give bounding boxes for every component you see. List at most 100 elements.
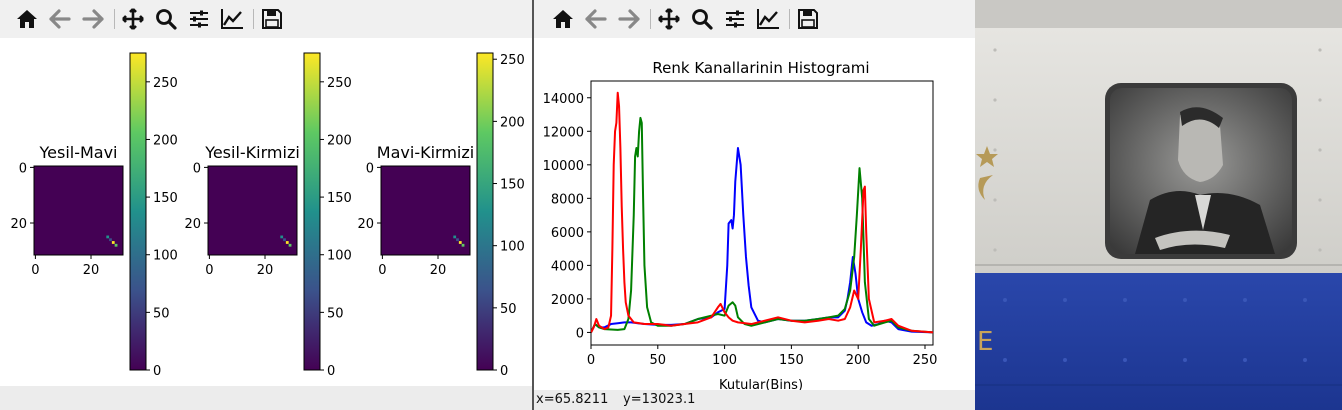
heatmap-image — [33, 165, 124, 256]
forward-icon[interactable] — [616, 7, 642, 31]
histogram-canvas[interactable]: Renk Kanallarinin Histogrami 0 50 100 150 20… — [534, 38, 975, 390]
colorbar-tick-label: 50 — [327, 306, 344, 321]
train-photo: E — [975, 0, 1342, 410]
heatmap-cell — [280, 235, 284, 239]
pan-icon[interactable] — [120, 7, 146, 31]
left-status-bar — [0, 386, 532, 410]
toolbar-separator — [650, 9, 651, 29]
y-tick-label: 8000 — [551, 192, 584, 207]
svg-text:E: E — [977, 327, 993, 357]
x-tick-label: 20 — [83, 263, 100, 278]
zoom-icon[interactable] — [689, 7, 715, 31]
x-tick-label: 0 — [378, 263, 386, 278]
heatmap-cell — [458, 241, 462, 244]
edit-axes-icon[interactable] — [755, 7, 781, 31]
series-line — [591, 116, 933, 334]
colorbar-tick-label: 150 — [500, 178, 525, 193]
colorbar — [303, 52, 321, 371]
subplot-title: Mavi-Kirmizi — [377, 143, 474, 162]
colorbar — [476, 52, 494, 371]
y-tick-label: 20 — [357, 217, 374, 232]
y-tick-label: 20 — [184, 217, 201, 232]
zoom-icon[interactable] — [153, 7, 179, 31]
home-icon[interactable] — [14, 7, 40, 31]
heatmap-image — [207, 165, 298, 256]
colorbar-tick-label: 100 — [500, 240, 525, 255]
heatmap-cell — [461, 243, 465, 247]
x-axis-label: Kutular(Bins) — [719, 378, 803, 390]
y-tick-label: 4000 — [551, 259, 584, 274]
heatmap-cell — [456, 238, 459, 242]
colorbar-tick-label: 200 — [153, 133, 178, 148]
heatmap-cell — [453, 235, 457, 239]
colorbar-tick-label: 50 — [500, 302, 517, 317]
forward-icon[interactable] — [80, 7, 106, 31]
edit-axes-icon[interactable] — [219, 7, 245, 31]
y-tick-label: 0 — [576, 326, 584, 341]
histogram-toolbar — [534, 0, 975, 39]
colorbar-tick-label: 0 — [500, 364, 508, 379]
home-icon[interactable] — [550, 7, 576, 31]
colorbar-tick-label: 150 — [327, 191, 352, 206]
pan-icon[interactable] — [656, 7, 682, 31]
heatmap-cell — [111, 241, 115, 244]
colorbar-tick-label: 0 — [327, 364, 335, 379]
heatmap-cell — [109, 238, 112, 242]
x-tick-label: 200 — [846, 353, 871, 368]
histogram-status-bar: x=65.8211 y=13023.1 — [534, 390, 975, 410]
colorbar-tick-label: 200 — [500, 115, 525, 130]
colorbar-tick-label: 150 — [153, 191, 178, 206]
subplot-title: Yesil-Kirmizi — [204, 143, 300, 162]
y-tick-label: 10000 — [543, 159, 584, 174]
cursor-x-readout: x=65.8211 — [536, 392, 609, 407]
colorbar-tick-label: 250 — [153, 76, 178, 91]
configure-subplots-icon[interactable] — [186, 7, 212, 31]
y-tick-label: 6000 — [551, 226, 584, 241]
x-tick-label: 50 — [650, 353, 667, 368]
y-tick-label: 20 — [10, 217, 27, 232]
x-tick-label: 20 — [430, 263, 447, 278]
toolbar-separator — [253, 9, 254, 29]
colorbar-tick-label: 0 — [153, 364, 161, 379]
configure-subplots-icon[interactable] — [722, 7, 748, 31]
toolbar-separator — [114, 9, 115, 29]
colorbar-tick-label: 200 — [327, 133, 352, 148]
heatmap-cell — [288, 243, 292, 247]
colorbar-tick-label: 100 — [153, 249, 178, 264]
heatmap-cell — [106, 235, 110, 239]
x-tick-label: 250 — [913, 353, 938, 368]
save-icon[interactable] — [795, 7, 821, 31]
y-tick-label: 0 — [366, 161, 374, 176]
back-icon[interactable] — [583, 7, 609, 31]
series-line — [591, 91, 933, 334]
x-tick-label: 100 — [712, 353, 737, 368]
colorbar-tick-label: 250 — [500, 53, 525, 68]
x-tick-label: 0 — [587, 353, 595, 368]
y-tick-label: 12000 — [543, 125, 584, 140]
toolbar-separator — [789, 9, 790, 29]
chart-title: Renk Kanallarinin Histogrami — [652, 59, 869, 77]
y-tick-label: 2000 — [551, 293, 584, 308]
histogram-figure-window: Renk Kanallarinin Histogrami 0 50 100 150 20… — [532, 0, 975, 410]
heatmap-image — [380, 165, 471, 256]
x-tick-label: 150 — [779, 353, 804, 368]
x-tick-label: 20 — [257, 263, 274, 278]
back-icon[interactable] — [47, 7, 73, 31]
colorbar-tick-label: 250 — [327, 76, 352, 91]
colorbar — [129, 52, 147, 371]
y-tick-label: 0 — [19, 161, 27, 176]
heatmap-cell — [285, 241, 289, 244]
y-tick-label: 14000 — [543, 92, 584, 107]
plot-frame — [590, 80, 934, 346]
save-icon[interactable] — [259, 7, 285, 31]
train-car-image: E — [975, 0, 1342, 410]
histogram-plot-area: 0 50 100 150 200 250 0 2000 4000 6000 8000 10000 120… — [543, 80, 938, 368]
heatmap-cell — [283, 238, 286, 242]
cursor-y-readout: y=13023.1 — [623, 392, 696, 407]
x-tick-label: 0 — [31, 263, 39, 278]
left-figure-window: Yesil-Mavi 0 20 0 20 0 50 100 150 200 250 Yesil-Ki… — [0, 0, 532, 410]
colorbar-tick-label: 50 — [153, 306, 170, 321]
